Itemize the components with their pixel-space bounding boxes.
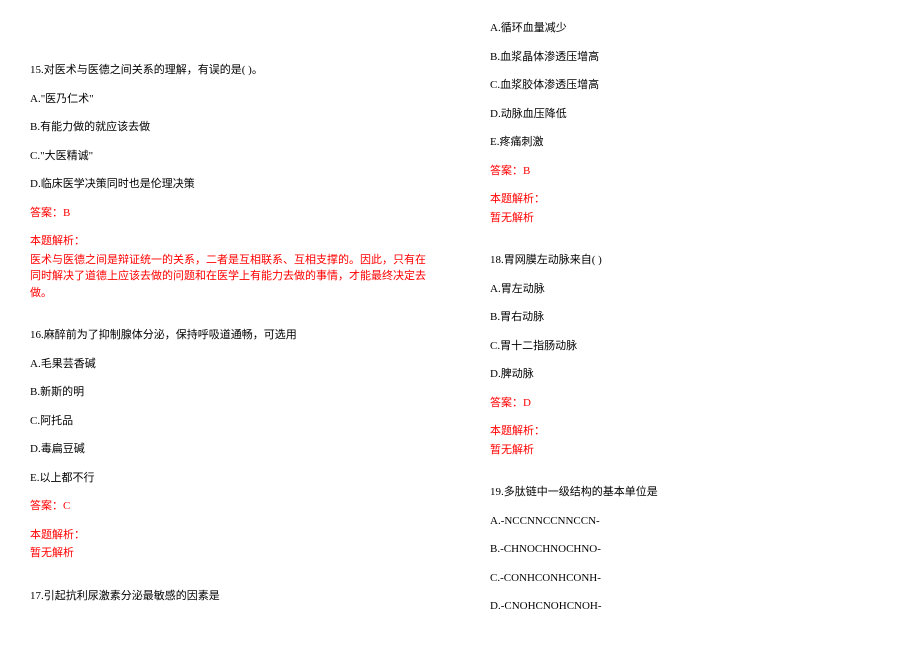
q16-title: 16.麻醉前为了抑制腺体分泌，保持呼吸道通畅，可选用 — [30, 327, 430, 344]
q16-option-b: B.新斯的明 — [30, 384, 430, 401]
spacer — [30, 34, 430, 48]
document-page: 15.对医术与医德之间关系的理解，有误的是( )。 A."医乃仁术" B.有能力… — [0, 0, 920, 651]
q15-analysis-label: 本题解析： — [30, 233, 430, 250]
q18-option-a: A.胃左动脉 — [490, 281, 890, 298]
q17-title: 17.引起抗利尿激素分泌最敏感的因素是 — [30, 588, 430, 605]
q15-option-d: D.临床医学决策同时也是伦理决策 — [30, 176, 430, 193]
q18-analysis-label: 本题解析： — [490, 423, 890, 440]
spacer — [30, 313, 430, 327]
q18-analysis-text: 暂无解析 — [490, 442, 890, 459]
q15-option-c: C."大医精诚" — [30, 148, 430, 165]
q16-answer: 答案：C — [30, 498, 430, 515]
q17-answer: 答案：B — [490, 163, 890, 180]
q19-title: 19.多肽链中一级结构的基本单位是 — [490, 484, 890, 501]
q18-option-c: C.胃十二指肠动脉 — [490, 338, 890, 355]
q17-option-d: D.动脉血压降低 — [490, 106, 890, 123]
spacer — [30, 48, 430, 62]
q15-option-b: B.有能力做的就应该去做 — [30, 119, 430, 136]
q19-option-d: D.-CNOHCNOHCNOH- — [490, 598, 890, 615]
spacer — [30, 574, 430, 588]
q15-title: 15.对医术与医德之间关系的理解，有误的是( )。 — [30, 62, 430, 79]
q17-option-c: C.血浆胶体渗透压增高 — [490, 77, 890, 94]
q15-answer: 答案：B — [30, 205, 430, 222]
spacer — [490, 238, 890, 252]
q16-analysis-label: 本题解析： — [30, 527, 430, 544]
spacer — [490, 470, 890, 484]
q18-option-d: D.脾动脉 — [490, 366, 890, 383]
q17-option-b: B.血浆晶体渗透压增高 — [490, 49, 890, 66]
q18-option-b: B.胃右动脉 — [490, 309, 890, 326]
q15-option-a: A."医乃仁术" — [30, 91, 430, 108]
q18-answer: 答案：D — [490, 395, 890, 412]
q16-option-c: C.阿托品 — [30, 413, 430, 430]
q19-option-c: C.-CONHCONHCONH- — [490, 570, 890, 587]
q16-option-e: E.以上都不行 — [30, 470, 430, 487]
spacer — [30, 20, 430, 34]
q16-analysis-text: 暂无解析 — [30, 545, 430, 562]
q15-analysis-text: 医术与医德之间是辩证统一的关系，二者是互相联系、互相支撑的。因此，只有在同时解决… — [30, 252, 430, 302]
q17-analysis-label: 本题解析： — [490, 191, 890, 208]
q16-option-a: A.毛果芸香碱 — [30, 356, 430, 373]
q16-option-d: D.毒扁豆碱 — [30, 441, 430, 458]
q19-option-b: B.-CHNOCHNOCHNO- — [490, 541, 890, 558]
q17-option-e: E.疼痛刺激 — [490, 134, 890, 151]
q17-option-a: A.循环血量减少 — [490, 20, 890, 37]
q19-option-a: A.-NCCNNCCNNCCN- — [490, 513, 890, 530]
q17-analysis-text: 暂无解析 — [490, 210, 890, 227]
q18-title: 18.胃网膜左动脉来自( ) — [490, 252, 890, 269]
